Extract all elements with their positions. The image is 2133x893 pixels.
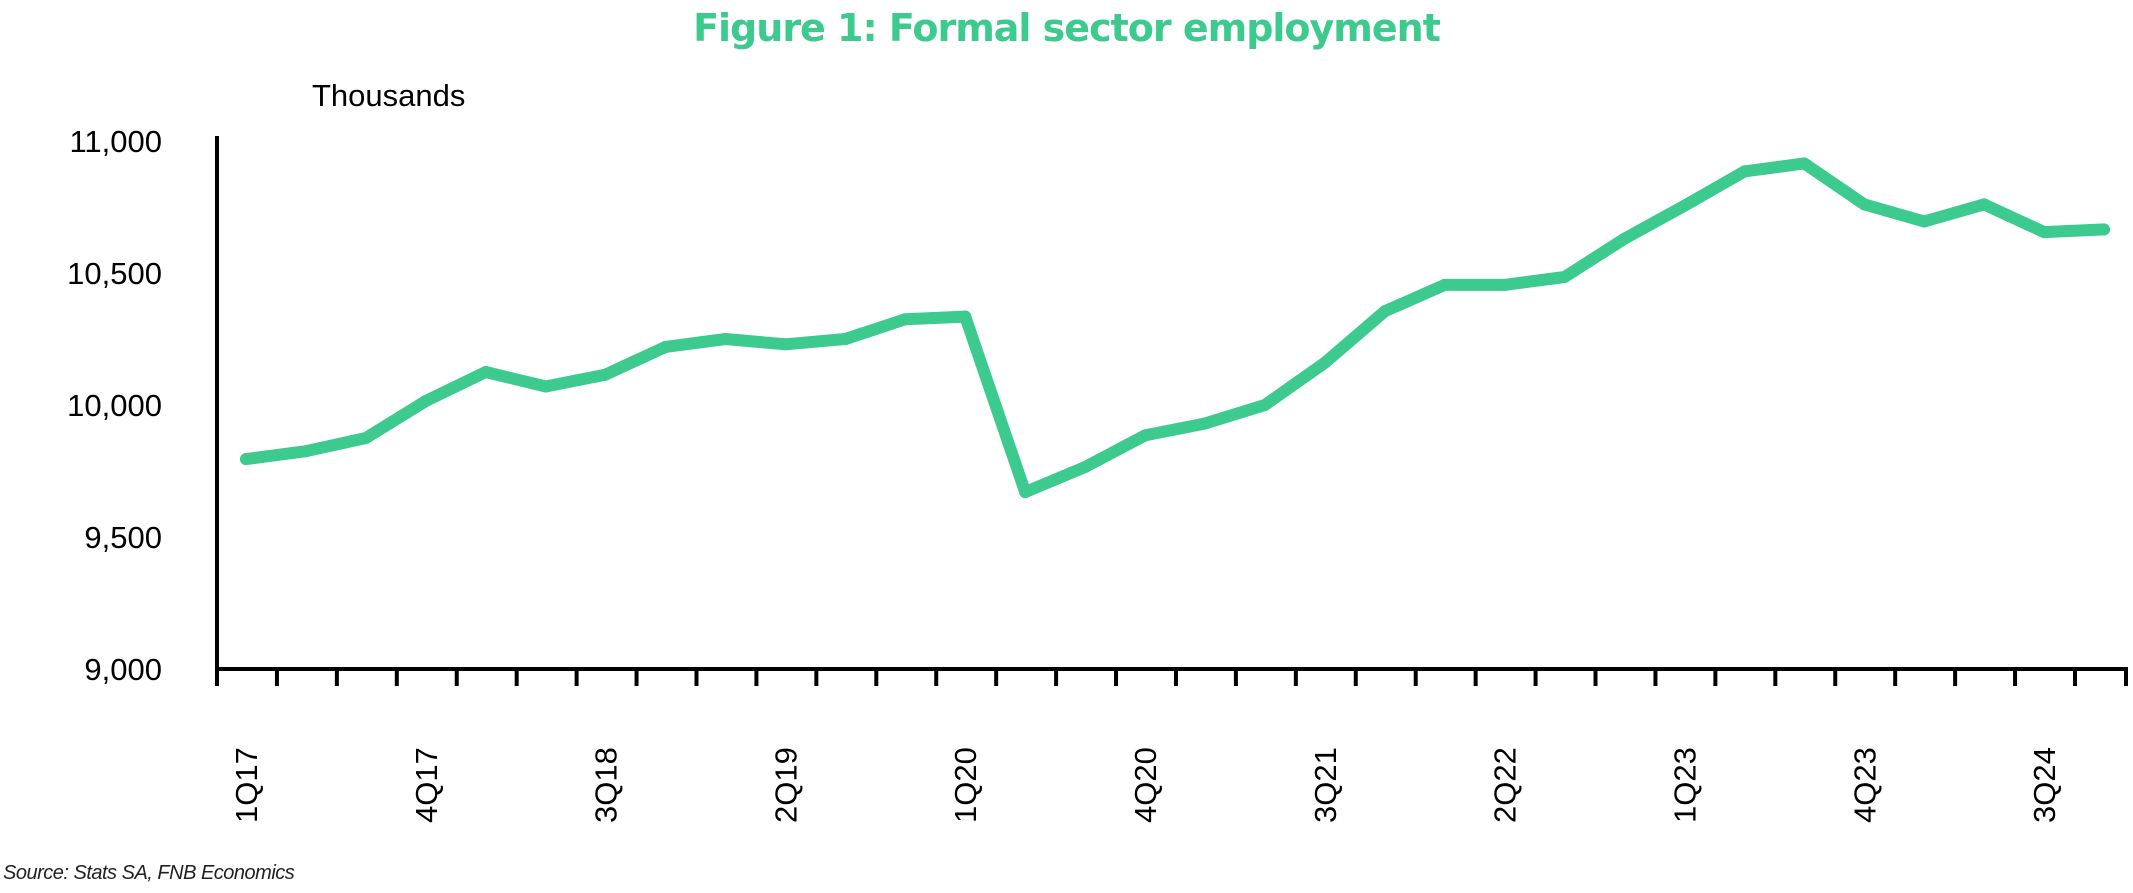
y-tick-label: 10,500 (67, 256, 162, 291)
y-tick-label: 9,000 (84, 652, 162, 687)
data-point (1738, 165, 1751, 178)
data-point (1079, 461, 1092, 474)
x-tick-label: 1Q20 (948, 747, 983, 823)
x-axis-tick-labels: 1Q17 4Q17 3Q18 2Q19 1Q20 4Q20 3Q21 2Q22 1Q23 4Q23… (229, 747, 2062, 823)
data-point (539, 380, 552, 393)
data-point (1678, 199, 1691, 212)
x-tick-label: 4Q17 (409, 747, 444, 823)
data-point (479, 366, 492, 378)
data-point (599, 368, 612, 381)
data-point (1558, 270, 1571, 283)
data-point (1618, 232, 1631, 245)
data-point (779, 338, 792, 351)
data-point (419, 395, 432, 408)
data-point (719, 333, 732, 345)
data-point (240, 453, 252, 466)
data-point (359, 432, 372, 444)
data-point (1258, 399, 1271, 411)
data-point (1019, 486, 1032, 499)
x-tick-label: 1Q23 (1667, 747, 1702, 823)
data-point (1858, 198, 1871, 211)
data-point (1318, 356, 1331, 369)
data-point (2038, 226, 2051, 239)
data-point (1139, 429, 1152, 442)
y-tick-label: 10,000 (67, 388, 162, 423)
data-point (1798, 157, 1811, 170)
data-point (1498, 278, 1511, 291)
data-point (959, 310, 972, 323)
source-note: Source: Stats SA, FNB Economics (3, 862, 295, 884)
x-tick-label: 3Q21 (1308, 747, 1343, 823)
data-point (299, 445, 312, 458)
data-point (1918, 215, 1931, 228)
x-tick-label: 3Q18 (589, 747, 624, 823)
employment-series-line (240, 157, 2110, 499)
x-axis-tick-marks (215, 669, 2128, 686)
data-points (240, 157, 2110, 499)
data-point (839, 333, 852, 345)
chart-title: Figure 1: Formal sector employment (693, 6, 1441, 50)
data-point (1978, 198, 1991, 211)
x-tick-label: 3Q24 (2027, 747, 2062, 823)
x-tick-label: 2Q19 (768, 747, 803, 823)
y-tick-label: 11,000 (69, 124, 162, 159)
x-tick-label: 1Q17 (229, 747, 264, 823)
data-point (1438, 278, 1451, 291)
y-tick-label: 9,500 (84, 520, 162, 555)
data-point (1198, 417, 1211, 430)
x-tick-label: 4Q23 (1847, 747, 1882, 823)
y-axis-unit-label: Thousands (312, 78, 465, 113)
data-point (1378, 305, 1391, 318)
data-point (659, 340, 672, 353)
x-tick-label: 4Q20 (1128, 747, 1163, 823)
data-point (2098, 223, 2110, 236)
x-tick-label: 2Q22 (1488, 747, 1523, 823)
data-point (899, 313, 912, 326)
y-axis-tick-labels: 11,000 10,500 10,000 9,500 9,000 (67, 124, 162, 687)
